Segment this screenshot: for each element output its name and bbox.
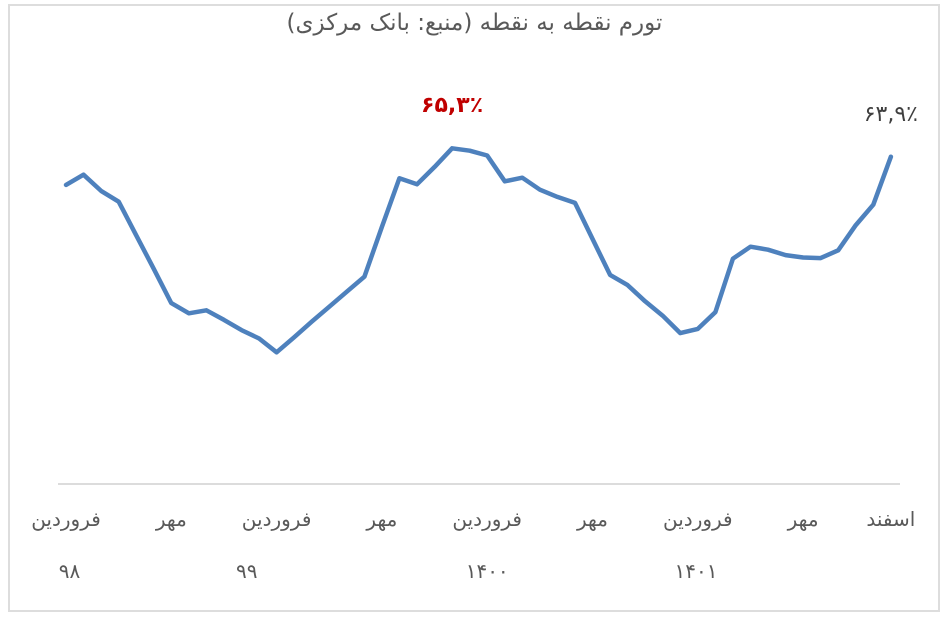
x-tick-label: مهر — [787, 507, 819, 531]
x-tick-label: مهر — [366, 507, 398, 531]
x-tick-label: فروردین — [452, 507, 522, 531]
x-tick-label: مهر — [577, 507, 608, 531]
x-tick-label: فروردین — [31, 507, 101, 531]
x-year-label: ۱۴۰۱ — [674, 559, 718, 583]
x-tick-label: اسفند — [866, 507, 916, 531]
inflation-line-series — [63, 146, 894, 355]
x-year-label: ۹۹ — [236, 559, 258, 583]
x-tick-label: مهر — [155, 507, 187, 531]
x-year-label: ۹۸ — [58, 559, 81, 583]
x-tick-label: فروردین — [662, 507, 733, 531]
x-axis-line — [58, 483, 900, 485]
chart-title: تورم نقطه به نقطه (منبع: بانک مرکزی) — [286, 10, 663, 36]
x-year-label: ۱۴۰۰ — [465, 559, 509, 583]
peak-value-label: ۶۵,۳٪ — [421, 93, 484, 119]
chart-frame-border — [8, 4, 940, 612]
x-tick-label: فروردین — [241, 507, 312, 531]
latest-value-label: ۶۳,۹٪ — [863, 101, 918, 127]
